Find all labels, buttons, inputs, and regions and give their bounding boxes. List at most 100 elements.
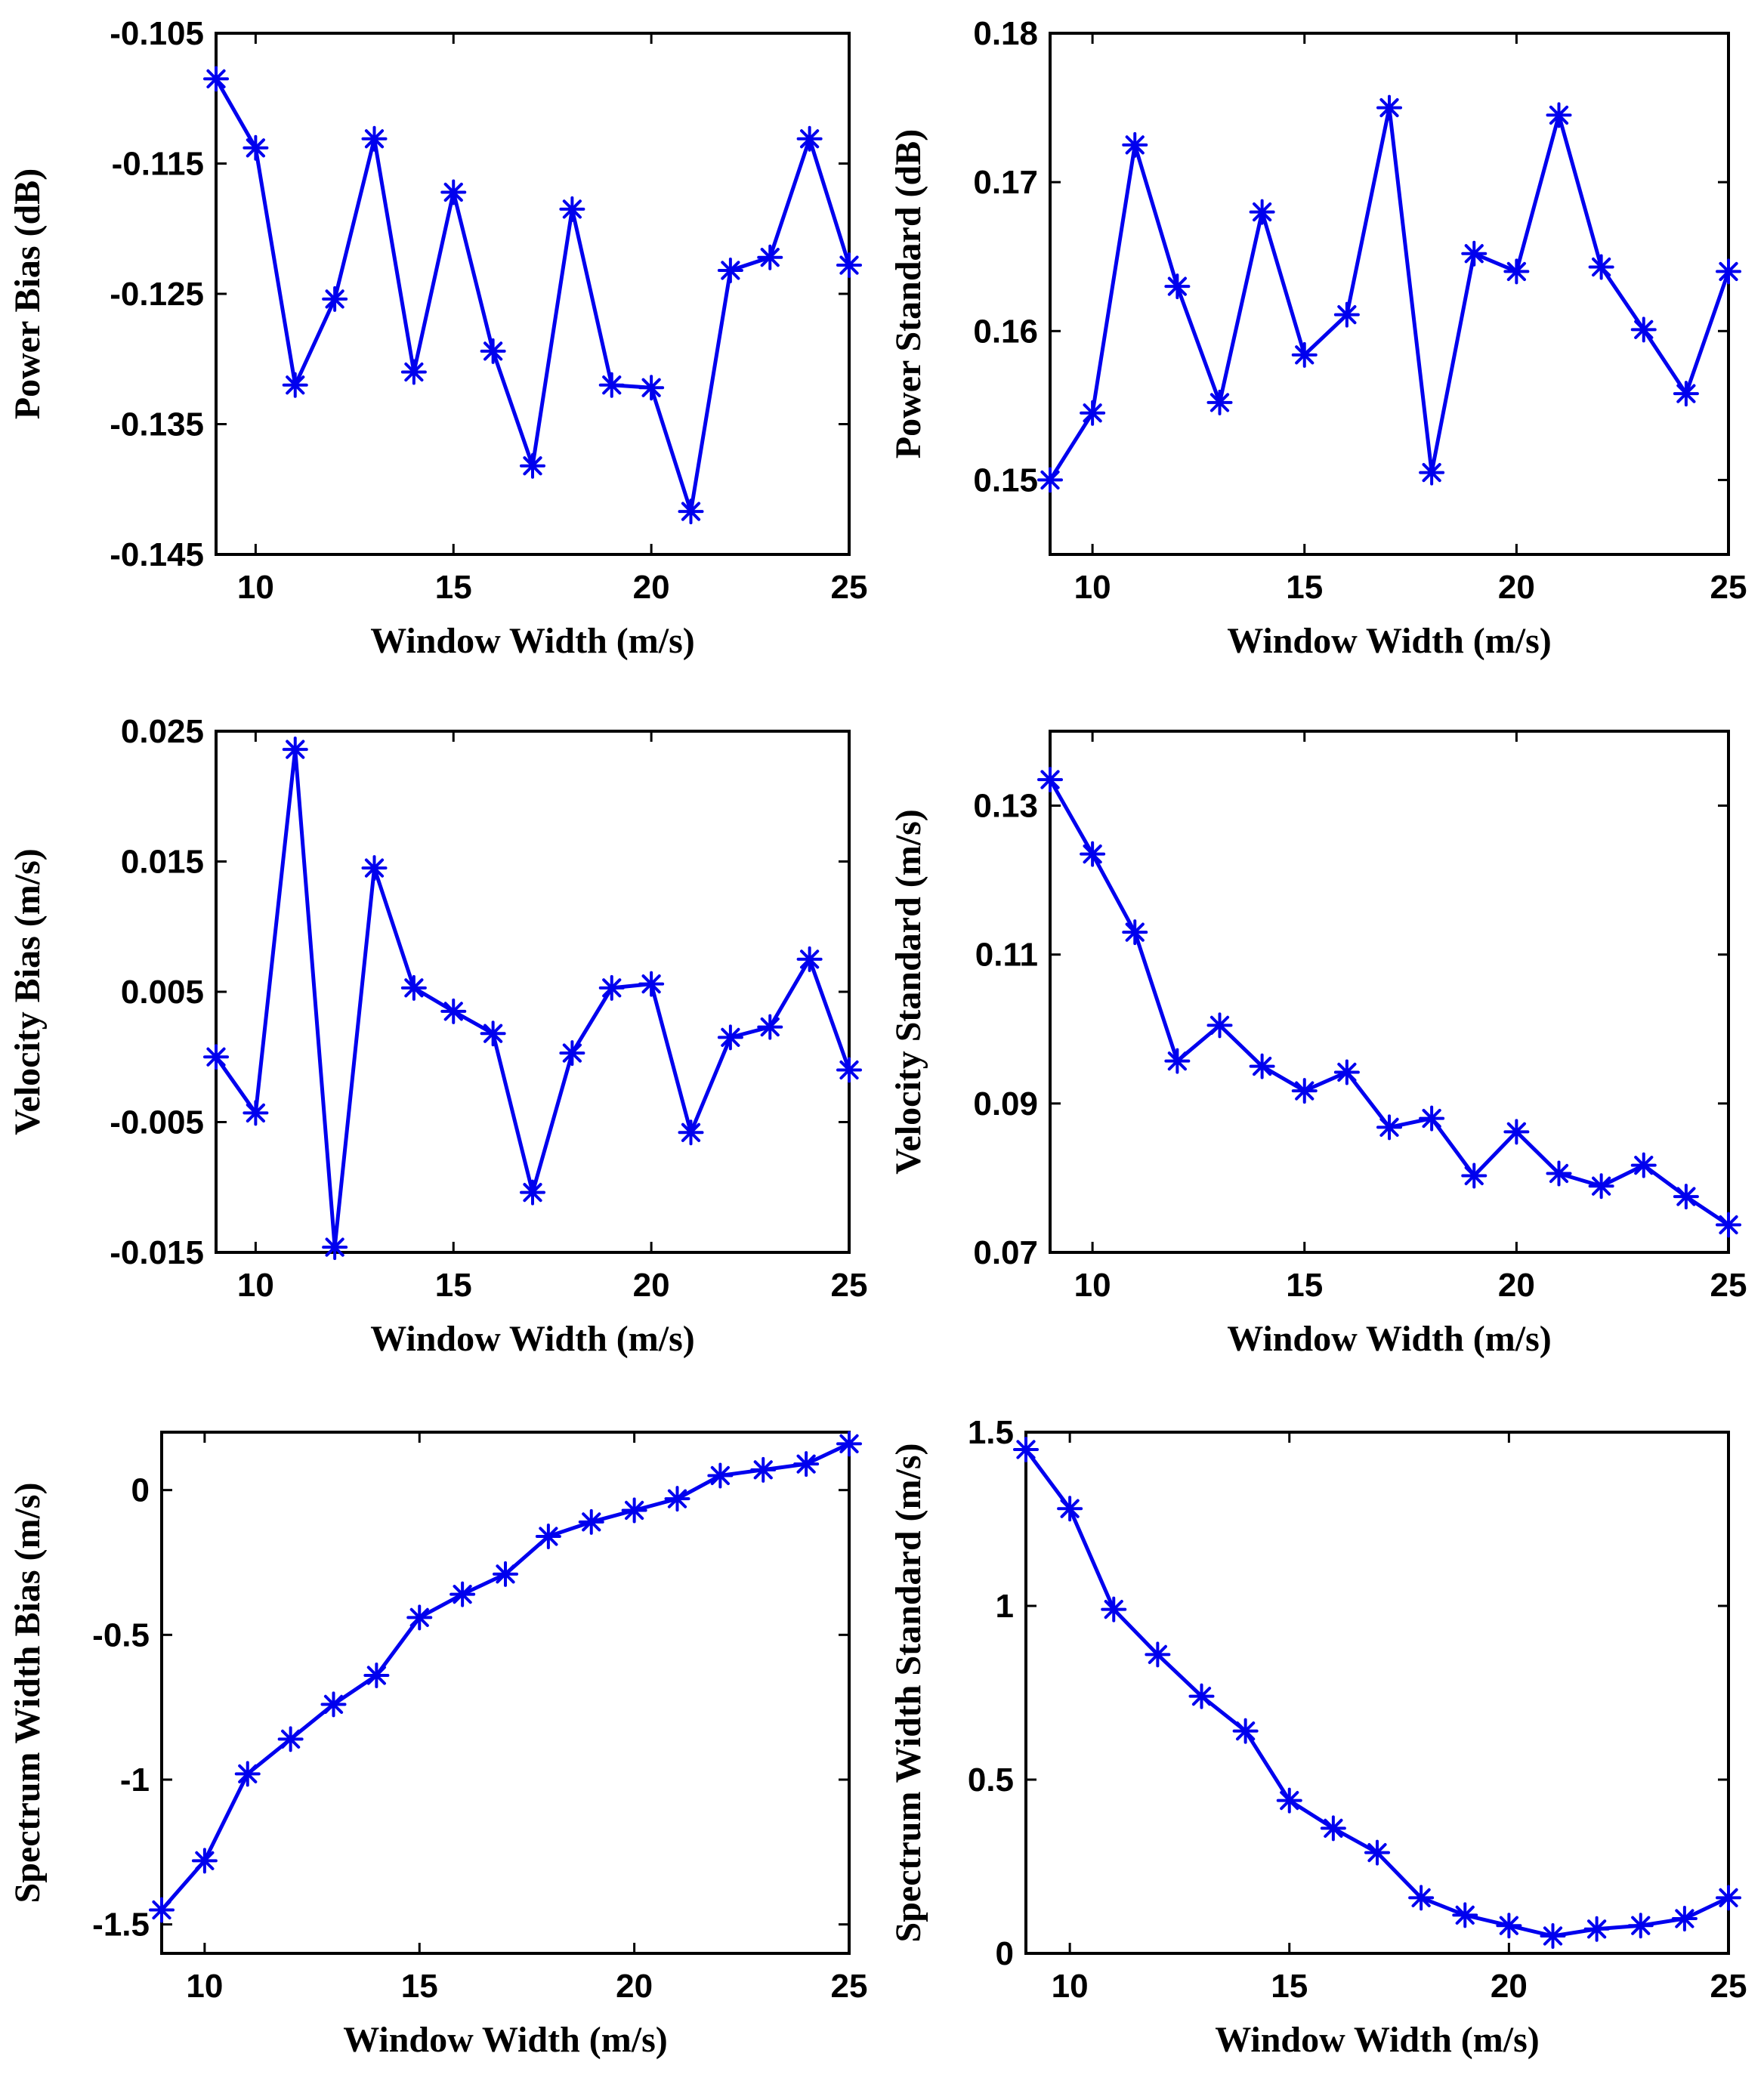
data-point [1057, 1496, 1083, 1522]
data-point [1461, 1163, 1488, 1189]
x-axis-label: Window Width (m/s) [370, 1319, 694, 1359]
x-tick-label: 25 [1710, 569, 1747, 606]
chart-panel-middle-left: 10 15 20 25 -0.015 -0.005 0.005 0.015 0.025 Windo… [8, 713, 867, 1359]
y-tick-label: -1.5 [92, 1907, 150, 1944]
data-point [1376, 1114, 1402, 1141]
y-tick-label: -0.115 [112, 146, 204, 183]
x-axis-label: Window Width (m/s) [370, 621, 694, 661]
x-tick-label: 25 [1710, 1267, 1747, 1304]
x-tick-label: 10 [237, 569, 274, 606]
data-point [796, 946, 823, 972]
data-point [664, 1486, 690, 1512]
data-point [234, 1761, 261, 1787]
plot-frame [1049, 730, 1730, 1254]
data-point [320, 1691, 347, 1718]
y-tick-label: 0.07 [973, 1234, 1038, 1271]
y-axis-label: Power Standard (dB) [888, 129, 928, 459]
data-point [1496, 1913, 1522, 1939]
data-point [361, 125, 388, 152]
data-point [559, 196, 585, 222]
y-tick-label: 0.015 [121, 844, 204, 881]
data-point [1232, 1718, 1259, 1744]
x-tick-label: 10 [1074, 569, 1111, 606]
data-point [598, 372, 625, 398]
data-point [1164, 273, 1191, 300]
chart-panel-bottom-right: 10 15 20 25 0 0.5 1 1.5 Window Width (m/s) Spectr… [888, 1414, 1747, 2060]
data-point [1249, 1053, 1275, 1079]
data-point [1333, 301, 1360, 328]
x-tick-label: 15 [1271, 1968, 1308, 2005]
data-point [282, 372, 308, 398]
data-point [836, 1431, 862, 1457]
data-point [1291, 341, 1318, 368]
x-tick-label: 25 [1710, 1968, 1747, 2005]
y-axis-label: Velocity Standard (m/s) [888, 809, 928, 1175]
data-point [717, 1024, 743, 1051]
plot-frame [160, 1431, 851, 1955]
x-tick-label: 20 [616, 1968, 653, 2005]
chart-panel-top-right: 10 15 20 25 0.15 0.16 0.17 0.18 Window Width (m/… [888, 15, 1747, 661]
series-line [214, 78, 851, 514]
y-tick-label: -0.105 [110, 15, 204, 52]
plot-frame [1024, 1431, 1730, 1955]
data-point [243, 1100, 269, 1126]
y-axis-label: Spectrum Width Bias (m/s) [8, 1483, 48, 1904]
data-point [1376, 94, 1402, 121]
y-tick-label: -1 [120, 1762, 150, 1799]
data-point [750, 1456, 777, 1483]
data-point [1540, 1923, 1566, 1949]
data-point [1122, 131, 1148, 158]
data-point [638, 971, 665, 997]
data-point [243, 134, 269, 161]
y-tick-label: -0.015 [110, 1234, 204, 1271]
data-point [282, 736, 308, 763]
data-point [363, 1663, 390, 1688]
chart-panel-bottom-left: 10 15 20 25 -1.5 -1 -0.5 0 Window Width (m/s) Spe… [8, 1431, 867, 2060]
y-tick-label: 0.005 [121, 974, 204, 1011]
y-axis-label: Power Bias (dB) [8, 168, 48, 419]
data-point [796, 125, 823, 152]
data-point [598, 974, 625, 1001]
data-point [322, 286, 348, 312]
x-tick-label: 20 [1498, 1267, 1535, 1304]
data-point [1122, 919, 1148, 946]
x-axis-label: Window Width (m/s) [1215, 2020, 1539, 2060]
x-axis-label: Window Width (m/s) [1227, 621, 1551, 661]
series-line [1048, 106, 1731, 481]
data-point [1716, 1885, 1741, 1911]
plot-frame [1049, 32, 1730, 556]
data-point [678, 499, 704, 525]
series-line [160, 1442, 851, 1912]
data-point [757, 244, 783, 270]
data-point [1364, 1839, 1390, 1866]
data-point [1276, 1787, 1302, 1814]
data-point [1583, 1916, 1610, 1942]
data-point [678, 1119, 704, 1146]
data-point [480, 1020, 506, 1047]
y-tick-label: -0.005 [110, 1104, 204, 1141]
data-point [149, 1897, 175, 1923]
x-tick-label: 15 [401, 1968, 438, 2005]
data-point [1671, 1906, 1698, 1931]
y-tick-label: 0.18 [973, 15, 1038, 52]
data-point [559, 1040, 585, 1067]
data-point [1630, 316, 1657, 343]
plot-frame [215, 730, 851, 1254]
data-point [480, 338, 506, 364]
y-tick-label: 0.025 [121, 713, 204, 750]
data-point [793, 1451, 820, 1477]
x-tick-label: 20 [1491, 1968, 1528, 2005]
y-tick-label: 0 [996, 1935, 1014, 1972]
series-line [1048, 778, 1730, 1227]
data-point [1630, 1152, 1657, 1178]
x-tick-label: 20 [633, 1267, 670, 1304]
data-point [1206, 1012, 1233, 1039]
data-point [1408, 1885, 1435, 1911]
data-point [1461, 240, 1488, 267]
data-point [322, 1234, 348, 1261]
data-point [520, 452, 545, 479]
data-point [406, 1604, 433, 1631]
y-tick-label: -0.125 [110, 276, 204, 313]
data-point [1291, 1078, 1318, 1104]
